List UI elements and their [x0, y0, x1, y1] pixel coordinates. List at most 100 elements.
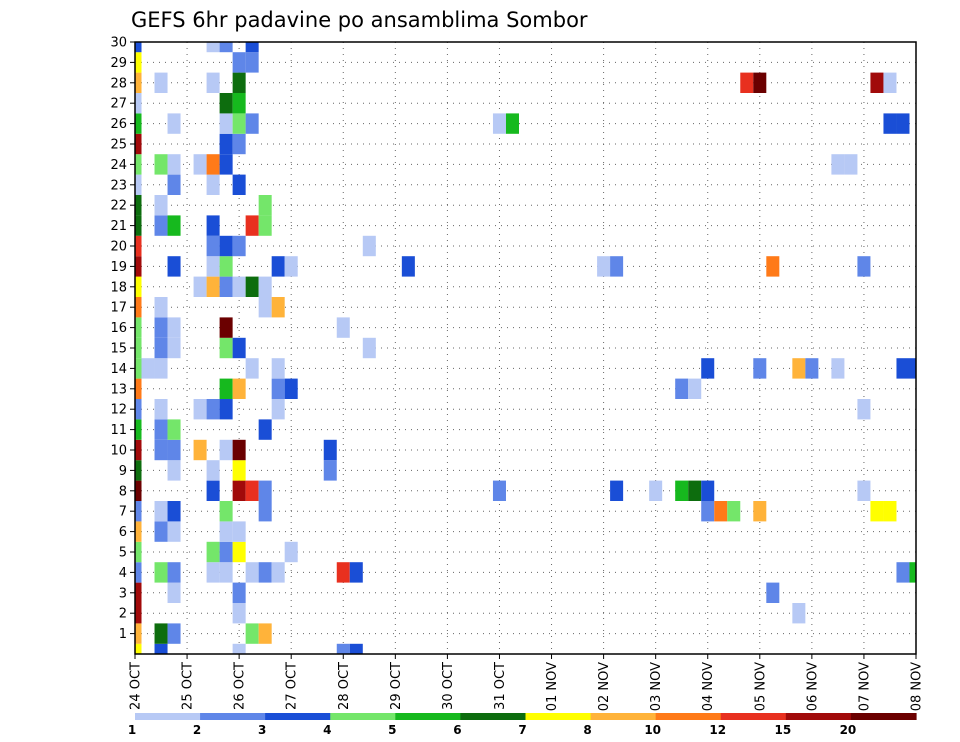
y-tick-label: 20	[110, 240, 127, 255]
heatmap-cell	[167, 174, 181, 195]
heatmap-cell	[206, 562, 220, 583]
y-tick-label: 14	[110, 362, 127, 377]
colorbar-label: 4	[323, 723, 331, 737]
heatmap-cell	[271, 256, 285, 277]
heatmap-cell	[883, 501, 897, 522]
y-tick-label: 24	[110, 158, 127, 173]
x-tick-label: 25 OCT	[181, 662, 196, 710]
y-tick-label: 21	[110, 219, 127, 234]
heatmap-cell	[714, 501, 728, 522]
heatmap-cell	[135, 480, 142, 501]
heatmap-cell	[740, 72, 754, 93]
heatmap-cell	[701, 480, 715, 501]
x-tick-label: 08 NOV	[910, 662, 925, 711]
heatmap-cell	[167, 113, 181, 134]
heatmap-cell	[349, 643, 363, 654]
x-tick-label: 24 OCT	[129, 662, 144, 710]
x-tick-label: 03 NOV	[649, 662, 664, 711]
heatmap-cell	[154, 623, 168, 644]
heatmap-cell	[232, 582, 246, 603]
y-tick-label: 12	[110, 403, 127, 418]
heatmap-cell	[135, 195, 142, 216]
heatmap-cell	[232, 133, 246, 155]
colorbar-segment	[720, 713, 787, 720]
heatmap-cell	[701, 358, 715, 379]
heatmap-cell	[232, 439, 246, 461]
heatmap-cell	[336, 562, 350, 583]
x-tick-label: 27 OCT	[285, 662, 300, 710]
heatmap-cell	[232, 337, 246, 359]
y-tick-label: 29	[110, 56, 127, 71]
heatmap-cell	[909, 358, 916, 379]
heatmap-cell	[135, 460, 142, 481]
y-tick-label: 4	[119, 566, 127, 581]
heatmap-cell	[883, 113, 897, 134]
heatmap-cell	[258, 480, 272, 501]
heatmap-cell	[154, 501, 168, 522]
heatmap-cell	[701, 501, 715, 522]
heatmap-cell	[206, 154, 220, 175]
heatmap-cell	[219, 276, 233, 297]
x-tick-label: 30 OCT	[441, 662, 456, 710]
heatmap-cell	[135, 256, 142, 277]
x-tick-label: 07 NOV	[857, 662, 872, 711]
heatmap-cell	[258, 562, 272, 583]
heatmap-cell	[245, 276, 259, 297]
y-tick-label: 18	[110, 280, 127, 295]
heatmap-cell	[167, 521, 181, 542]
y-tick-label: 1	[119, 627, 127, 642]
heatmap-cell	[135, 623, 142, 644]
heatmap-cell	[271, 562, 285, 583]
heatmap-cell	[219, 439, 233, 461]
heatmap-cell	[167, 317, 181, 338]
heatmap-cell	[245, 42, 259, 53]
y-tick-label: 8	[119, 484, 127, 499]
heatmap-cell	[193, 276, 207, 297]
heatmap-cell	[753, 358, 767, 379]
heatmap-cell	[492, 480, 506, 501]
y-tick-label: 17	[110, 301, 127, 316]
heatmap-cell	[336, 643, 350, 654]
heatmap-cell	[245, 480, 259, 501]
colorbar-label: 10	[644, 723, 661, 737]
heatmap-cell	[135, 154, 142, 175]
heatmap-cell	[193, 439, 207, 461]
heatmap-cell	[258, 501, 272, 522]
heatmap-cell	[258, 215, 272, 236]
heatmap-cell	[167, 562, 181, 583]
heatmap-cell	[135, 562, 142, 583]
y-tick-label: 28	[110, 76, 127, 91]
x-tick-label: 31 OCT	[493, 662, 508, 710]
heatmap-cell	[232, 276, 246, 297]
heatmap-cell	[857, 256, 871, 277]
y-tick-label: 25	[110, 138, 127, 153]
heatmap-cell	[135, 235, 142, 257]
heatmap-cell	[219, 337, 233, 359]
heatmap-cell	[154, 297, 168, 318]
heatmap-cell	[135, 174, 142, 195]
heatmap-cell	[219, 378, 233, 399]
heatmap-cell	[232, 72, 246, 93]
heatmap-cell	[135, 501, 142, 522]
heatmap-cell	[245, 215, 259, 236]
heatmap-cell	[154, 337, 168, 359]
heatmap-cell	[232, 174, 246, 195]
heatmap-cell	[135, 419, 142, 440]
y-tick-label: 23	[110, 178, 127, 193]
heatmap-cell	[135, 643, 142, 654]
y-tick-label: 27	[110, 97, 127, 112]
heatmap-cell	[167, 256, 181, 277]
heatmap-cell	[135, 42, 142, 53]
heatmap-cell	[219, 42, 233, 53]
colorbar-label: 3	[258, 723, 266, 737]
y-tick-label: 2	[119, 607, 127, 622]
heatmap-cell	[870, 501, 884, 522]
x-tick-label: 29 OCT	[389, 662, 404, 710]
heatmap-cell	[135, 378, 142, 399]
heatmap-cell	[766, 582, 780, 603]
colorbar-segment	[135, 713, 201, 720]
colorbar-segment	[460, 713, 527, 720]
heatmap-cell	[206, 541, 220, 563]
colorbar-segment	[655, 713, 722, 720]
heatmap-cell	[154, 358, 168, 379]
